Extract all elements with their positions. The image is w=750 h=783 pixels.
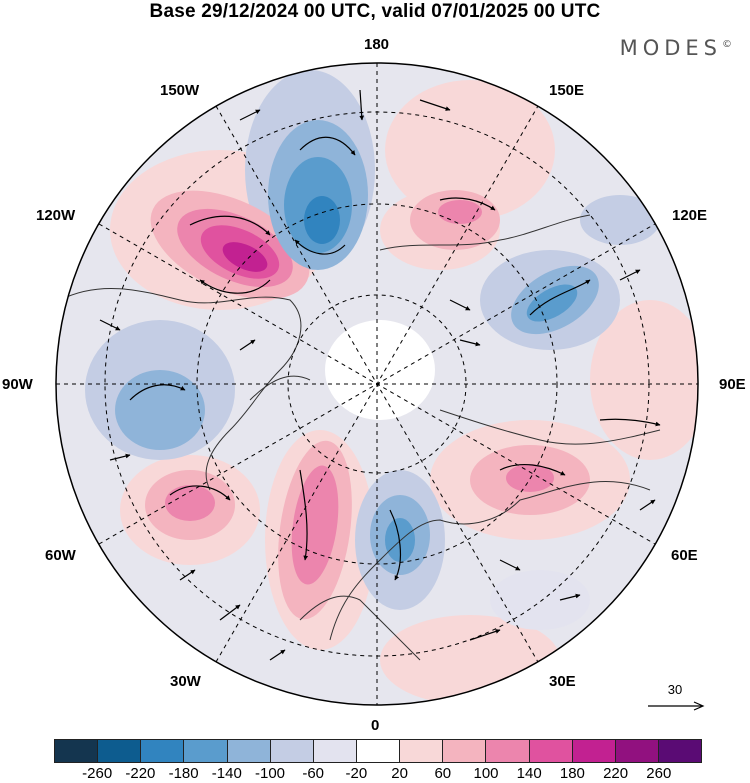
lon-label-30e: 30E xyxy=(549,673,576,690)
colorbar-swatch xyxy=(356,740,401,762)
lon-label-150w: 150W xyxy=(160,82,200,99)
modes-logo: MODES© xyxy=(620,36,732,60)
colorbar-swatch xyxy=(313,740,357,762)
lon-label-150e: 150E xyxy=(549,82,585,99)
colorbar-swatch xyxy=(658,740,702,762)
coastlines xyxy=(59,214,661,661)
colorbar-swatch xyxy=(270,740,314,762)
graticule xyxy=(56,63,698,705)
colorbar-swatch xyxy=(184,740,228,762)
lon-label-60e: 60E xyxy=(671,547,698,564)
lon-label-90w: 90W xyxy=(2,376,33,393)
map-title: Base 29/12/2024 00 UTC, valid 07/01/2025… xyxy=(149,1,601,22)
colorbar-tick-label: -100 xyxy=(254,765,286,782)
colorbar-ticks: -260 -220 -180 -140 -100 -60 -20 20 60 100 140 180 2… xyxy=(54,765,702,783)
map-boundary xyxy=(55,62,699,706)
colorbar-swatch xyxy=(572,740,616,762)
colorbar-swatch xyxy=(141,740,185,762)
colorbar-swatch xyxy=(98,740,142,762)
colorbar-tick-label: -260 xyxy=(82,765,113,782)
lon-label-30w: 30W xyxy=(170,673,201,690)
lon-label-0: 0 xyxy=(371,717,380,734)
colorbar-tick-label: 140 xyxy=(516,765,542,782)
lon-label-60w: 60W xyxy=(45,547,76,564)
reference-vector-label: 30 xyxy=(667,682,683,697)
colorbar-tick-label: 60 xyxy=(434,765,452,782)
colorbar-swatch xyxy=(615,740,659,762)
colorbar-tick-label: 100 xyxy=(473,765,499,782)
reference-vector: 30 xyxy=(646,682,706,716)
colorbar-swatch xyxy=(529,740,573,762)
colorbar-swatch xyxy=(227,740,271,762)
colorbar-swatch xyxy=(55,740,99,762)
copyright-mark: © xyxy=(722,39,732,50)
colorbar-swatch xyxy=(400,740,444,762)
colorbar-tick-label: -140 xyxy=(211,765,242,782)
lon-label-90e: 90E xyxy=(719,376,746,393)
colorbar-tick-label: -220 xyxy=(125,765,156,782)
colorbar-tick-label: -20 xyxy=(345,765,368,782)
lon-label-180: 180 xyxy=(364,36,390,53)
colorbar-tick-label: 20 xyxy=(391,765,408,782)
colorbar-tick-label: 180 xyxy=(559,765,585,782)
lon-label-120e: 120E xyxy=(672,207,708,224)
colorbar-tick-label: 220 xyxy=(603,765,629,782)
lon-label-120w: 120W xyxy=(36,207,76,224)
colorbar-tick-label: -180 xyxy=(168,765,199,782)
colorbar xyxy=(54,739,702,763)
colorbar-swatch xyxy=(486,740,530,762)
colorbar-swatch xyxy=(443,740,487,762)
colorbar-tick-label: -60 xyxy=(302,765,325,782)
logo-text: MODES xyxy=(619,36,722,60)
colorbar-tick-label: 260 xyxy=(646,765,672,782)
reference-arrow-icon xyxy=(648,701,705,711)
wind-vectors xyxy=(99,89,661,661)
